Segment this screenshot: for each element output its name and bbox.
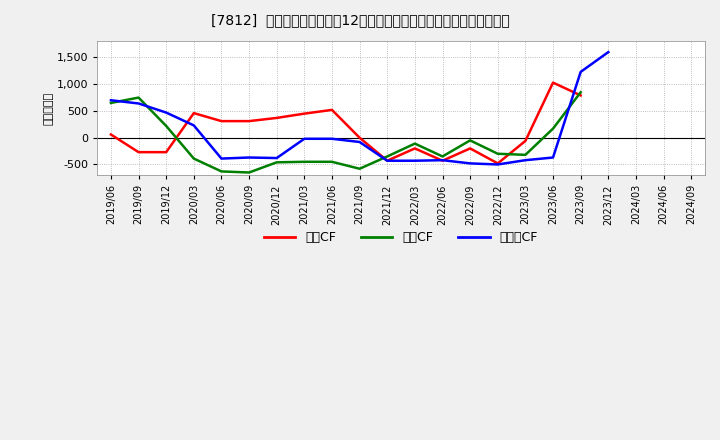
Y-axis label: （百万円）: （百万円）	[44, 92, 54, 125]
Text: [7812]  キャッシュフローの12か月移動合計の対前年同期増減額の推移: [7812] キャッシュフローの12か月移動合計の対前年同期増減額の推移	[211, 13, 509, 27]
Legend: 営業CF, 投資CF, フリーCF: 営業CF, 投資CF, フリーCF	[259, 226, 543, 249]
